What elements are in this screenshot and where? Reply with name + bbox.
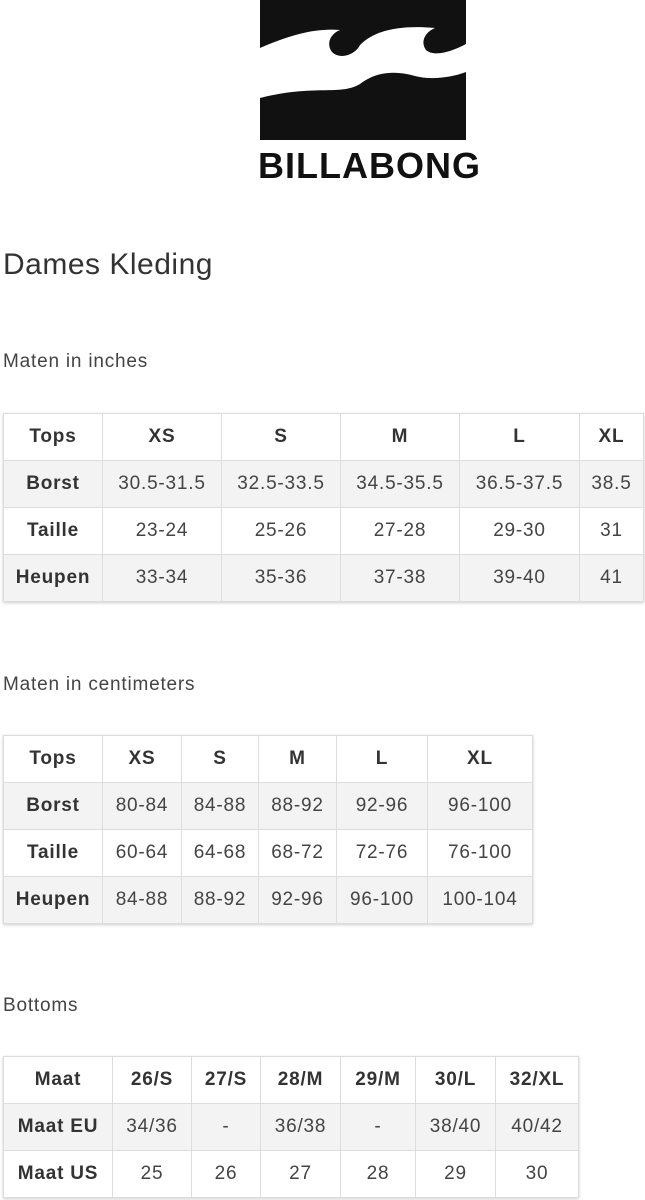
column-header: L — [459, 413, 580, 461]
column-header: XS — [102, 735, 182, 783]
table-cell: 38.5 — [579, 460, 644, 508]
table-cell: 29 — [415, 1150, 496, 1198]
row-header: Taille — [3, 507, 103, 555]
table-cell: 36.5-37.5 — [459, 460, 580, 508]
table-cell: 33-34 — [102, 554, 222, 602]
row-header: Heupen — [3, 554, 103, 602]
table-cell: - — [191, 1103, 261, 1151]
row-header: Maat US — [3, 1150, 113, 1198]
table-cell: 25-26 — [221, 507, 341, 555]
table-cell: 34.5-35.5 — [340, 460, 460, 508]
section-label-bottoms: Bottoms — [3, 995, 79, 1016]
table-cell: 26 — [191, 1150, 261, 1198]
table-row: Heupen 84-88 88-92 92-96 96-100 100-104 — [3, 876, 533, 924]
table-cell: 80-84 — [102, 782, 182, 830]
table-cell: 38/40 — [415, 1103, 496, 1151]
column-header: 28/M — [260, 1056, 341, 1104]
table-cell: - — [340, 1103, 416, 1151]
row-header: Borst — [3, 782, 103, 830]
table-cell: 31 — [579, 507, 644, 555]
table-cell: 23-24 — [102, 507, 222, 555]
column-header: XS — [102, 413, 222, 461]
row-header: Taille — [3, 829, 103, 877]
column-header: Tops — [3, 413, 103, 461]
column-header: XL — [579, 413, 644, 461]
table-cell: 35-36 — [221, 554, 341, 602]
column-header: 26/S — [112, 1056, 192, 1104]
row-header: Heupen — [3, 876, 103, 924]
table-header-row: Tops XS S M L XL — [3, 735, 533, 783]
table-cell: 25 — [112, 1150, 192, 1198]
table-header-row: Tops XS S M L XL — [3, 413, 644, 461]
table-cell: 96-100 — [336, 876, 428, 924]
size-table-bottoms: Maat 26/S 27/S 28/M 29/M 30/L 32/XL Maat EU 34/3… — [3, 1056, 579, 1198]
table-cell: 92-96 — [336, 782, 428, 830]
column-header: M — [258, 735, 337, 783]
row-header: Borst — [3, 460, 103, 508]
table-cell: 64-68 — [181, 829, 259, 877]
table-cell: 40/42 — [495, 1103, 579, 1151]
section-label-inches: Maten in inches — [3, 351, 149, 372]
billabong-wave-logo — [260, 0, 466, 140]
column-header: M — [340, 413, 460, 461]
table-cell: 84-88 — [181, 782, 259, 830]
table-cell: 29-30 — [459, 507, 580, 555]
table-header-row: Maat 26/S 27/S 28/M 29/M 30/L 32/XL — [3, 1056, 579, 1104]
page-title: Dames Kleding — [3, 248, 213, 281]
column-header: 27/S — [191, 1056, 261, 1104]
column-header: 30/L — [415, 1056, 496, 1104]
table-cell: 30.5-31.5 — [102, 460, 222, 508]
section-label-centimeters: Maten in centimeters — [3, 674, 196, 695]
column-header: XL — [427, 735, 533, 783]
table-cell: 41 — [579, 554, 644, 602]
table-cell: 28 — [340, 1150, 416, 1198]
column-header: 29/M — [340, 1056, 416, 1104]
column-header: 32/XL — [495, 1056, 579, 1104]
table-cell: 36/38 — [260, 1103, 341, 1151]
table-row: Taille 60-64 64-68 68-72 72-76 76-100 — [3, 829, 533, 877]
table-row: Maat US 25 26 27 28 29 30 — [3, 1150, 579, 1198]
table-cell: 72-76 — [336, 829, 428, 877]
table-cell: 92-96 — [258, 876, 337, 924]
table-cell: 27 — [260, 1150, 341, 1198]
table-row: Heupen 33-34 35-36 37-38 39-40 41 — [3, 554, 644, 602]
table-cell: 30 — [495, 1150, 579, 1198]
table-cell: 84-88 — [102, 876, 182, 924]
table-cell: 96-100 — [427, 782, 533, 830]
table-row: Borst 80-84 84-88 88-92 92-96 96-100 — [3, 782, 533, 830]
column-header: Maat — [3, 1056, 113, 1104]
column-header: S — [221, 413, 341, 461]
table-cell: 32.5-33.5 — [221, 460, 341, 508]
table-cell: 100-104 — [427, 876, 533, 924]
table-cell: 27-28 — [340, 507, 460, 555]
table-cell: 68-72 — [258, 829, 337, 877]
table-cell: 34/36 — [112, 1103, 192, 1151]
table-cell: 37-38 — [340, 554, 460, 602]
brand-wordmark: BILLABONG — [258, 145, 481, 186]
table-row: Borst 30.5-31.5 32.5-33.5 34.5-35.5 36.5-37.… — [3, 460, 644, 508]
size-table-inches: Tops XS S M L XL Borst 30.5-31.5 32.5-33.5 34.5-3… — [3, 413, 644, 602]
table-row: Taille 23-24 25-26 27-28 29-30 31 — [3, 507, 644, 555]
row-header: Maat EU — [3, 1103, 113, 1151]
table-cell: 60-64 — [102, 829, 182, 877]
column-header: Tops — [3, 735, 103, 783]
table-cell: 88-92 — [181, 876, 259, 924]
table-row: Maat EU 34/36-36/38-38/40 40/42 — [3, 1103, 579, 1151]
table-cell: 39-40 — [459, 554, 580, 602]
size-table-centimeters: Tops XS S M L XL Borst 80-84 84-88 88-92 92-96 96-1… — [3, 735, 533, 924]
column-header: L — [336, 735, 428, 783]
table-cell: 88-92 — [258, 782, 337, 830]
column-header: S — [181, 735, 259, 783]
table-cell: 76-100 — [427, 829, 533, 877]
